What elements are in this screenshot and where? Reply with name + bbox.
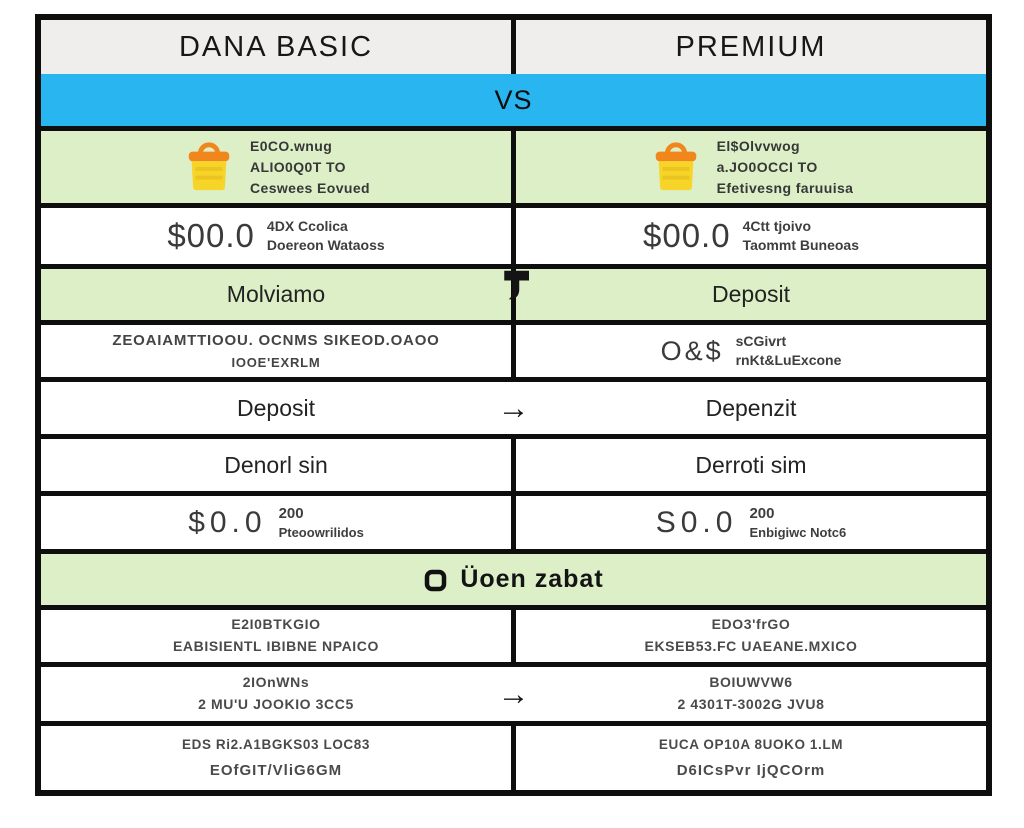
price-note: Taommt Buneoas bbox=[742, 237, 860, 253]
speed-right: BOIUWVW6 2 4301T-3002G JVU8 bbox=[516, 667, 986, 721]
column-divider bbox=[511, 208, 516, 264]
column-divider bbox=[511, 20, 516, 74]
footer-line: EUCA OP10A 8UOKO 1.LM bbox=[658, 737, 844, 753]
fee-amount: $0.0 bbox=[188, 505, 267, 539]
column-divider bbox=[511, 439, 516, 491]
deposit-label: Deposit bbox=[237, 394, 315, 421]
detail-amount: O&$ bbox=[660, 335, 724, 366]
benefit-line: ALIO0Q0T TO bbox=[250, 158, 346, 175]
fee-right: S0.0 200 Enbigiwc Notc6 bbox=[516, 496, 986, 549]
footer-right: EUCA OP10A 8UOKO 1.LM D6ICsPvr IjQCOrm bbox=[516, 726, 986, 790]
right-arrow-icon: → bbox=[497, 389, 530, 426]
column-divider bbox=[511, 610, 516, 662]
price-amount: $00.0 bbox=[167, 217, 255, 254]
detail-right: O&$ sCGivrt rnKt&LuExcone bbox=[516, 325, 986, 377]
price-note: Doereon Wataoss bbox=[266, 237, 385, 253]
method-label: Deposit bbox=[712, 281, 790, 307]
method-right: Deposit bbox=[516, 269, 986, 320]
banner-label: Üoen zabat bbox=[460, 565, 604, 593]
speed-row: 2IOnWNs 2 MU'U JOOKIO 3CC5 BOIUWVW6 2 43… bbox=[41, 662, 986, 721]
fee-left: $0.0 200 Pteoowrilidos bbox=[41, 496, 511, 549]
detail-note: sCGivrt bbox=[735, 333, 787, 350]
method-row: Molviamo Deposit bbox=[41, 264, 986, 320]
footer-row: EDS Ri2.A1BGKS03 LOC83 EOfGIT/VliG6GM EU… bbox=[41, 721, 986, 790]
method-label: Molviamo bbox=[226, 281, 326, 307]
price-left: $00.0 4DX Ccolica Doereon Wataoss bbox=[41, 208, 511, 264]
footer-left: EDS Ri2.A1BGKS03 LOC83 EOfGIT/VliG6GM bbox=[41, 726, 511, 790]
column-divider bbox=[511, 131, 516, 203]
plan-title-basic: DANA BASIC bbox=[178, 30, 374, 63]
speed-line: 2 MU'U JOOKIO 3CC5 bbox=[198, 696, 354, 712]
info-line: EDO3'frGO bbox=[711, 616, 791, 633]
shopping-bag-icon bbox=[649, 140, 703, 194]
benefit-line: Efetivesng faruuisa bbox=[716, 179, 854, 196]
benefit-line: El$Olvvwog bbox=[716, 137, 800, 154]
speed-line: 2 4301T-3002G JVU8 bbox=[677, 696, 825, 712]
price-right: $00.0 4Ctt tjoivo Taommt Buneoas bbox=[516, 208, 986, 264]
column-divider bbox=[511, 325, 516, 377]
banner-row: Üoen zabat bbox=[41, 549, 986, 605]
deposit-right: Depenzit bbox=[516, 382, 986, 434]
detail-left: ZEOAIAMTTIOOU. OCNMS SIKEOD.OAOO IOOE'EX… bbox=[41, 325, 511, 377]
benefit-line: E0CO.wnug bbox=[250, 137, 333, 154]
sim-row: Denorl sin Derroti sim bbox=[41, 434, 986, 491]
speed-line: 2IOnWNs bbox=[242, 674, 310, 691]
speed-left: 2IOnWNs 2 MU'U JOOKIO 3CC5 bbox=[41, 667, 511, 721]
deposit-row: Deposit Depenzit → bbox=[41, 377, 986, 434]
benefit-line: Ceswees Eovued bbox=[250, 179, 370, 196]
price-note: 4Ctt tjoivo bbox=[742, 218, 812, 235]
price-amount: $00.0 bbox=[642, 217, 731, 254]
method-left: Molviamo bbox=[41, 269, 511, 320]
info-line: EKSEB53.FC UAEANE.MXICO bbox=[644, 638, 858, 654]
fee-note: Pteoowrilidos bbox=[278, 524, 364, 540]
bent-arrow-icon bbox=[502, 267, 532, 303]
info-left: E2I0BTKGIO EABISIENTL IBIBNE NPAICO bbox=[41, 610, 511, 662]
column-divider bbox=[511, 726, 516, 790]
vs-label: VS bbox=[494, 84, 533, 115]
deposit-left: Deposit bbox=[41, 382, 511, 434]
header-left: DANA BASIC bbox=[41, 20, 511, 74]
price-note: 4DX Ccolica bbox=[266, 218, 348, 235]
benefits-right: El$Olvvwog a.JO0OCCI TO Efetivesng faruu… bbox=[516, 131, 986, 203]
footer-line: EDS Ri2.A1BGKS03 LOC83 bbox=[181, 737, 370, 753]
info-line: E2I0BTKGIO bbox=[231, 616, 321, 633]
plan-title-premium: PREMIUM bbox=[675, 30, 827, 63]
detail-line: IOOE'EXRLM bbox=[231, 354, 321, 370]
fee-row: $0.0 200 Pteoowrilidos S0.0 200 Enbigiwc… bbox=[41, 491, 986, 549]
benefits-left: E0CO.wnug ALIO0Q0T TO Ceswees Eovued bbox=[41, 131, 511, 203]
deposit-label: Depenzit bbox=[705, 394, 797, 421]
fee-note: 200 bbox=[749, 504, 775, 522]
detail-note: rnKt&LuExcone bbox=[735, 352, 842, 368]
shopping-bag-icon bbox=[182, 140, 236, 194]
info-right: EDO3'frGO EKSEB53.FC UAEANE.MXICO bbox=[516, 610, 986, 662]
detail-line: ZEOAIAMTTIOOU. OCNMS SIKEOD.OAOO bbox=[112, 332, 440, 349]
fee-note: Enbigiwc Notc6 bbox=[749, 524, 847, 540]
vs-row: VS bbox=[41, 74, 986, 126]
price-row: $00.0 4DX Ccolica Doereon Wataoss $00.0 … bbox=[41, 203, 986, 264]
header-right: PREMIUM bbox=[516, 20, 986, 74]
sim-left: Denorl sin bbox=[41, 439, 511, 491]
sim-right: Derroti sim bbox=[516, 439, 986, 491]
info-line: EABISIENTL IBIBNE NPAICO bbox=[172, 638, 379, 654]
fee-note: 200 bbox=[278, 504, 304, 522]
speed-line: BOIUWVW6 bbox=[709, 674, 793, 691]
right-arrow-icon: → bbox=[497, 675, 530, 712]
footer-line: EOfGIT/VliG6GM bbox=[209, 761, 343, 779]
sim-label: Denorl sin bbox=[224, 451, 328, 478]
column-divider bbox=[511, 496, 516, 549]
tag-icon bbox=[423, 567, 448, 593]
detail-row: ZEOAIAMTTIOOU. OCNMS SIKEOD.OAOO IOOE'EX… bbox=[41, 320, 986, 377]
sim-label: Derroti sim bbox=[695, 451, 807, 478]
benefits-row: E0CO.wnug ALIO0Q0T TO Ceswees Eovued bbox=[41, 126, 986, 203]
header-row: DANA BASIC PREMIUM bbox=[41, 20, 986, 74]
info-row: E2I0BTKGIO EABISIENTL IBIBNE NPAICO EDO3… bbox=[41, 605, 986, 662]
benefit-line: a.JO0OCCI TO bbox=[716, 158, 818, 175]
fee-amount: S0.0 bbox=[655, 505, 738, 539]
comparison-table: DANA BASIC PREMIUM VS bbox=[35, 14, 992, 796]
footer-line: D6ICsPvr IjQCOrm bbox=[676, 761, 826, 779]
